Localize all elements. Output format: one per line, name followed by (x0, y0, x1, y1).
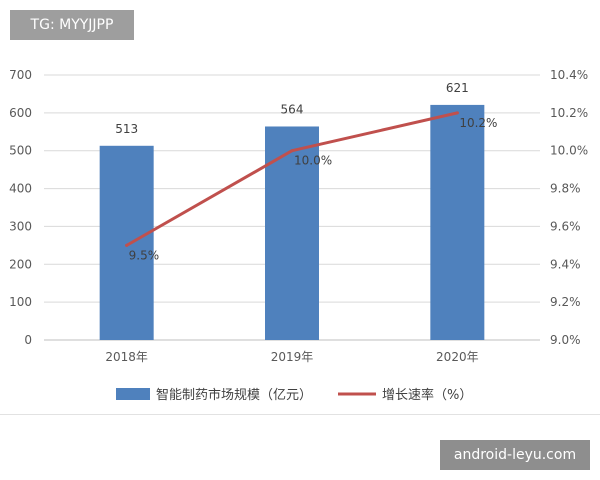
x-tick-label: 2019年 (271, 350, 314, 364)
y-tick-label: 200 (9, 257, 32, 271)
y2-tick-label: 9.4% (550, 257, 581, 271)
y2-tick-label: 9.2% (550, 295, 581, 309)
y2-tick-label: 10.0% (550, 144, 588, 158)
legend-label-bar: 智能制药市场规模（亿元） (156, 387, 312, 403)
legend-label-line: 增长速率（%） (382, 387, 472, 403)
y-tick-label: 300 (9, 219, 32, 233)
y-tick-label: 700 (9, 68, 32, 82)
legend: 智能制药市场规模（亿元） 增长速率（%） (116, 387, 472, 403)
watermark-tg: TG: MYYJJPP (10, 10, 134, 40)
bar-value-label: 513 (115, 122, 138, 136)
line-series: 9.5% 10.0% 10.2% (125, 111, 497, 262)
y-tick-label: 400 (9, 182, 32, 196)
bar (99, 145, 154, 340)
line-value-label: 9.5% (129, 248, 160, 262)
y2-tick-label: 10.2% (550, 106, 588, 120)
bar-value-label: 621 (446, 81, 469, 95)
line-value-label: 10.2% (459, 116, 497, 130)
line-point (290, 149, 294, 153)
bar (430, 104, 485, 341)
y-axis-right: 9.0% 9.2% 9.4% 9.6% 9.8% 10.0% 10.2% 10.4% (550, 68, 588, 347)
y-tick-label: 500 (9, 144, 32, 158)
y-axis-left: 0 100 200 300 400 500 600 700 (9, 68, 32, 347)
legend-swatch-bar (116, 388, 150, 400)
line-point (125, 243, 129, 247)
line-value-label: 10.0% (294, 154, 332, 168)
x-axis: 2018年 2019年 2020年 (105, 350, 478, 364)
watermark-site: android-leyu.com (440, 440, 590, 470)
y-tick-label: 0 (24, 333, 32, 347)
y2-tick-label: 10.4% (550, 68, 588, 82)
y2-tick-label: 9.8% (550, 182, 581, 196)
y-tick-label: 100 (9, 295, 32, 309)
x-tick-label: 2018年 (105, 350, 148, 364)
divider (0, 414, 600, 415)
y-tick-label: 600 (9, 106, 32, 120)
bar-value-label: 564 (281, 102, 304, 116)
y2-tick-label: 9.6% (550, 219, 581, 233)
x-tick-label: 2020年 (436, 350, 479, 364)
line-point (455, 111, 459, 115)
y2-tick-label: 9.0% (550, 333, 581, 347)
